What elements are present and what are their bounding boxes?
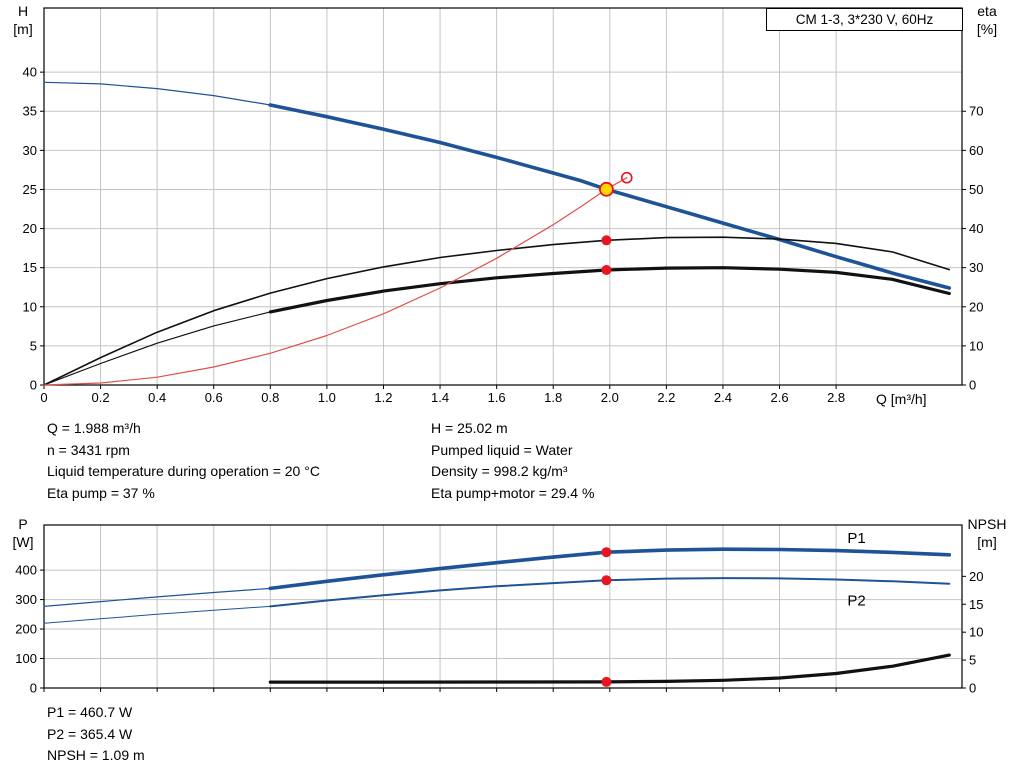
p-axis-title: P xyxy=(18,516,28,532)
q-axis-label: Q [m³/h] xyxy=(876,391,927,407)
series-system-curve xyxy=(43,177,628,386)
info-p1: P1 = 460.7 W xyxy=(47,704,133,720)
curve-label-P2: P2 xyxy=(847,592,865,609)
y-left-tick-label: 35 xyxy=(23,104,37,119)
marker-dot xyxy=(601,235,612,246)
x-tick-label: 0.4 xyxy=(148,390,166,405)
y-right-tick-label: 20 xyxy=(969,569,983,584)
y-right-tick-label: 0 xyxy=(969,681,976,696)
y-right-tick-label: 60 xyxy=(969,143,983,158)
marker-duty xyxy=(598,181,614,197)
x-tick-label: 0.8 xyxy=(261,390,279,405)
eta-axis-title: eta xyxy=(977,3,997,19)
series-eta-pump-motor-low-flow xyxy=(43,311,271,386)
info-p2: P2 = 365.4 W xyxy=(47,725,133,742)
power-data: P1 = 460.7 W P2 = 365.4 W NPSH = 1.09 m xyxy=(47,702,145,767)
x-tick-label: 2.4 xyxy=(714,390,732,405)
x-tick-label: 1.0 xyxy=(318,390,336,405)
h-axis-title: H xyxy=(17,3,29,19)
info-speed: n = 3431 rpm xyxy=(47,441,130,458)
marker-dot xyxy=(601,547,612,558)
info-eta-total: Eta pump+motor = 29.4 % xyxy=(431,484,595,501)
y-right-tick-label: 10 xyxy=(969,338,983,353)
x-tick-label: 2.0 xyxy=(601,390,619,405)
y-right-tick-label: 70 xyxy=(969,104,983,119)
x-tick-label: 2.8 xyxy=(827,390,845,405)
y-right-tick-label: 40 xyxy=(969,221,983,236)
series-p1-low-flow xyxy=(43,587,271,608)
info-density: Density = 998.2 kg/m³ xyxy=(431,463,568,479)
x-tick-label: 0 xyxy=(40,390,47,405)
y-left-tick-label: 25 xyxy=(23,182,37,197)
info-flow: Q = 1.988 m³/h xyxy=(47,420,141,436)
y-right-tick-label: 0 xyxy=(969,378,976,393)
npsh-axis-unit: [m] xyxy=(977,534,997,550)
y-left-tick-label: 300 xyxy=(15,592,37,607)
x-tick-label: 0.2 xyxy=(92,390,110,405)
operating-data-right: H = 25.02 m Pumped liquid = Water Densit… xyxy=(431,418,594,504)
marker-dot xyxy=(601,265,612,276)
y-right-tick-label: 30 xyxy=(969,260,983,275)
x-tick-label: 1.8 xyxy=(544,390,562,405)
x-tick-label: 1.6 xyxy=(488,390,506,405)
pump-model-box: CM 1-3, 3*230 V, 60Hz xyxy=(766,8,963,31)
y-right-tick-label: 15 xyxy=(969,597,983,612)
y-left-tick-label: 15 xyxy=(23,260,37,275)
series-eta-pump xyxy=(43,236,951,386)
x-tick-label: 1.2 xyxy=(374,390,392,405)
y-left-tick-label: 10 xyxy=(23,299,37,314)
y-right-tick-label: 50 xyxy=(969,182,983,197)
y-right-tick-label: 10 xyxy=(969,625,983,640)
y-right-tick-label: 5 xyxy=(969,653,976,668)
marker-dot xyxy=(601,575,612,586)
info-liquid: Pumped liquid = Water xyxy=(431,441,573,458)
y-left-tick-label: 40 xyxy=(23,65,37,80)
npsh-axis-title: NPSH xyxy=(967,516,1007,532)
x-tick-label: 0.6 xyxy=(205,390,223,405)
marker-dot xyxy=(601,676,612,687)
plot-frame xyxy=(43,7,963,386)
y-left-tick-label: 0 xyxy=(30,378,37,393)
y-left-tick-label: 20 xyxy=(23,221,37,236)
curve-label-P1: P1 xyxy=(847,530,865,547)
info-npsh: NPSH = 1.09 m xyxy=(47,747,145,763)
info-eta-pump: Eta pump = 37 % xyxy=(47,484,155,501)
x-tick-label: 1.4 xyxy=(431,390,449,405)
h-axis-unit: [m] xyxy=(13,21,33,37)
y-right-tick-label: 20 xyxy=(969,299,983,314)
eta-axis-unit: [%] xyxy=(976,21,998,37)
series-npsh xyxy=(268,653,951,684)
y-left-tick-label: 5 xyxy=(30,338,37,353)
series-p2-low-flow xyxy=(43,605,271,624)
info-temperature: Liquid temperature during operation = 20… xyxy=(47,463,320,479)
info-head: H = 25.02 m xyxy=(431,420,508,436)
p-axis-unit: [W] xyxy=(12,534,34,550)
y-left-tick-label: 0 xyxy=(30,681,37,696)
y-left-tick-label: 30 xyxy=(23,143,37,158)
series-pump-curve-low-flow xyxy=(43,81,271,106)
y-left-tick-label: 400 xyxy=(15,563,37,578)
x-tick-label: 2.6 xyxy=(770,390,788,405)
x-tick-label: 2.2 xyxy=(657,390,675,405)
y-left-tick-label: 100 xyxy=(15,651,37,666)
operating-data-left: Q = 1.988 m³/h n = 3431 rpm Liquid tempe… xyxy=(47,418,320,504)
y-left-tick-label: 200 xyxy=(15,622,37,637)
marker-open xyxy=(620,171,633,184)
